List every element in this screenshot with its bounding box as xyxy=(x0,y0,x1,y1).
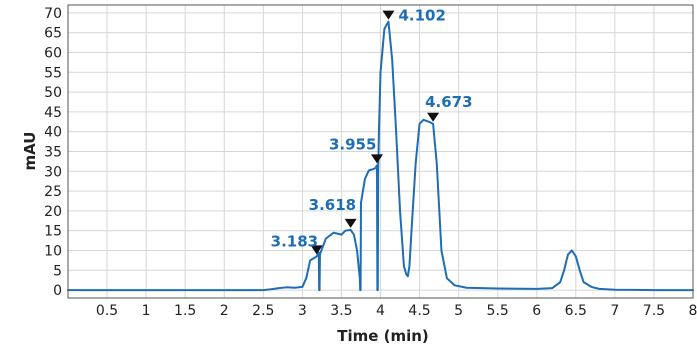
y-tick-label: 10 xyxy=(44,243,62,259)
x-tick-label: 3 xyxy=(298,303,307,319)
x-tick-label: 7 xyxy=(610,303,619,319)
x-tick-labels: 0.5 1 1.5 2 2.5 3 3.5 4 4.5 5 5.5 6 6.5 7 7.5 8 xyxy=(96,303,697,319)
x-tick-label: 8 xyxy=(689,303,697,319)
x-tick-label: 3.5 xyxy=(330,303,352,319)
plot-border xyxy=(67,4,694,299)
y-tick-label: 20 xyxy=(44,204,62,220)
peak-label: 3.955 xyxy=(329,135,376,153)
peak-marker xyxy=(382,10,395,20)
y-tick-label: 65 xyxy=(44,26,62,42)
y-tick-label: 15 xyxy=(44,224,62,240)
series-line xyxy=(67,20,694,292)
y-tick-label: 25 xyxy=(44,184,62,200)
x-tick-label: 6 xyxy=(532,303,541,319)
x-tick-label: 7.5 xyxy=(643,303,665,319)
x-tick-label: 2.5 xyxy=(252,303,274,319)
y-tick-label: 40 xyxy=(44,125,62,141)
y-tick-label: 35 xyxy=(44,145,62,161)
x-tick-label: 4.5 xyxy=(408,303,430,319)
peak-marker xyxy=(427,112,440,122)
peak-label: 4.102 xyxy=(398,7,445,25)
y-tick-label: 0 xyxy=(53,283,62,299)
x-tick-label: 4 xyxy=(376,303,385,319)
y-axis-title: mAU xyxy=(21,132,39,171)
x-tick-label: 5.5 xyxy=(487,303,509,319)
x-axis-title: Time (min) xyxy=(337,327,429,345)
y-tick-label: 45 xyxy=(44,105,62,121)
x-tick-label: 2 xyxy=(220,303,229,319)
peak-marker xyxy=(370,154,383,164)
peak-marker xyxy=(310,245,323,255)
series-layer xyxy=(67,20,694,292)
x-tick-label: 1 xyxy=(142,303,151,319)
y-tick-label: 30 xyxy=(44,164,62,180)
peak-label: 4.673 xyxy=(425,93,472,111)
x-tick-label: 6.5 xyxy=(565,303,587,319)
y-tick-label: 70 xyxy=(44,6,62,22)
peak-annotations: 3.183 3.618 3.955 4.102 4.673 xyxy=(271,7,473,255)
y-tick-label: 50 xyxy=(44,85,62,101)
plot-frame xyxy=(67,4,694,299)
y-tick-label: 55 xyxy=(44,65,62,81)
peak-label: 3.618 xyxy=(309,196,356,214)
x-tick-label: 5 xyxy=(454,303,463,319)
y-tick-label: 5 xyxy=(53,263,62,279)
peak-label: 3.183 xyxy=(271,232,318,250)
grid xyxy=(68,5,694,298)
x-tick-label: 0.5 xyxy=(96,303,118,319)
y-tick-labels: 0 5 10 15 20 25 30 35 40 45 50 55 60 65 70 xyxy=(44,6,62,299)
peak-marker xyxy=(344,218,357,228)
x-tick-label: 1.5 xyxy=(174,303,196,319)
y-tick-label: 60 xyxy=(44,46,62,62)
